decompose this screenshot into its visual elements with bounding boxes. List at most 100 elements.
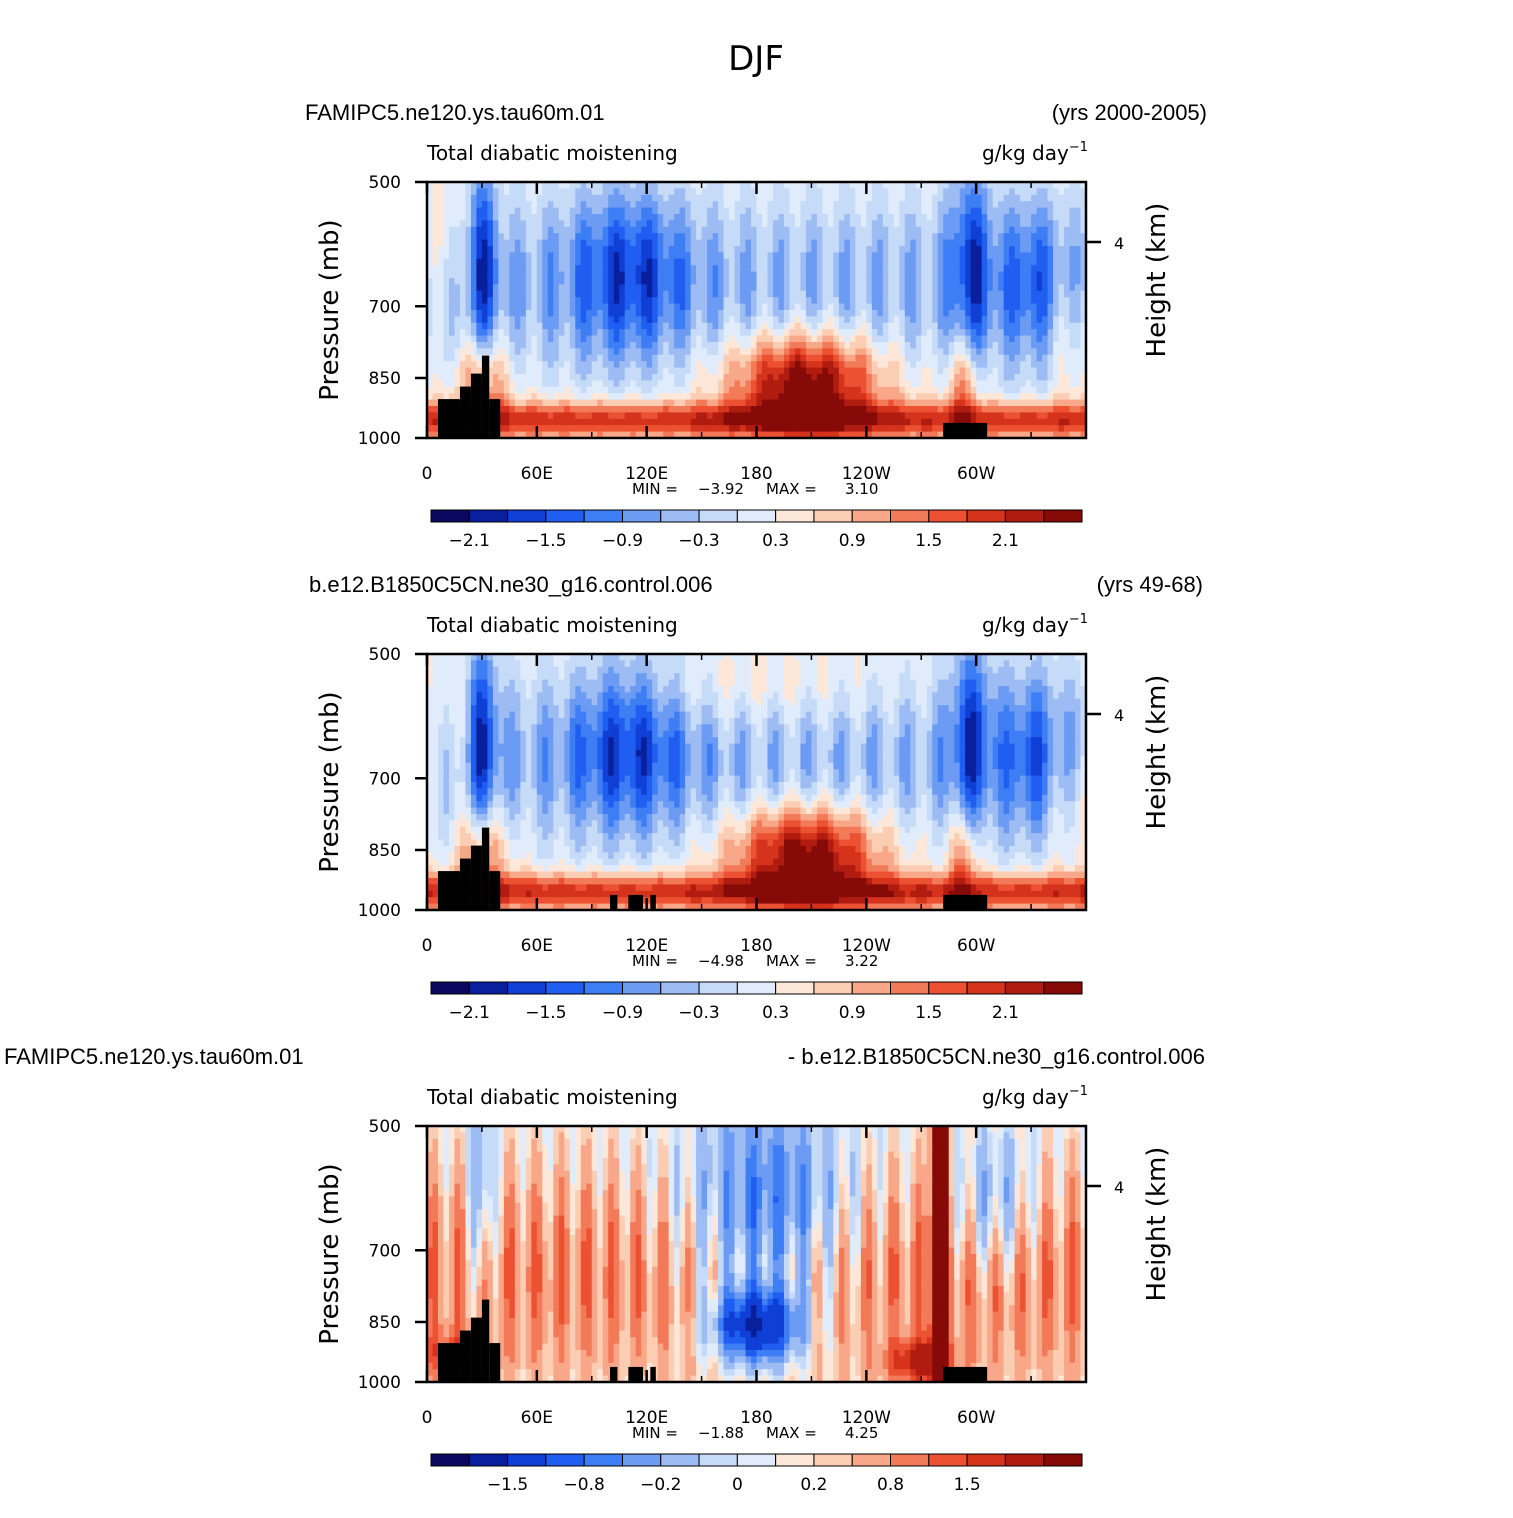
field-cell [647,387,653,394]
field-cell [894,259,900,266]
field-cell [998,195,1004,202]
field-cell [1048,419,1054,426]
field-cell [586,214,592,221]
field-cell [614,227,620,234]
field-cell [498,355,504,362]
field-cell [735,329,741,336]
field-cell [982,368,988,375]
field-cell [680,329,686,336]
field-cell [778,227,784,234]
field-cell [778,406,784,413]
field-cell [608,284,614,291]
field-cell [987,425,993,432]
field-cell [866,342,872,349]
field-cell [1037,220,1043,227]
field-cell [916,342,922,349]
field-cell [636,233,642,240]
field-cell [460,195,466,202]
field-cell [1064,252,1070,259]
field-cell [1026,304,1032,311]
field-cell [861,291,867,298]
field-cell [916,278,922,285]
field-cell [740,195,746,202]
field-cell [811,393,817,400]
field-cell [702,323,708,330]
field-cell [454,272,460,279]
field-cell [839,355,845,362]
field-cell [685,246,691,253]
field-cell [1015,297,1021,304]
field-cell [619,425,625,432]
field-cell [943,323,949,330]
field-cell [1031,291,1037,298]
field-cell [586,329,592,336]
field-cell [520,284,526,291]
field-cell [504,361,510,368]
field-cell [630,310,636,317]
field-cell [982,297,988,304]
field-cell [954,214,960,221]
field-cell [735,304,741,311]
field-cell [625,361,631,368]
field-cell [564,201,570,208]
field-cell [822,368,828,375]
field-cell [932,227,938,234]
field-cell [614,336,620,343]
field-cell [1048,233,1054,240]
field-cell [877,220,883,227]
field-cell [443,310,449,317]
field-cell [476,278,482,285]
field-cell [1042,278,1048,285]
field-cell [575,208,581,215]
field-cell [1009,329,1015,336]
field-cell [938,380,944,387]
field-cell [833,291,839,298]
field-cell [1015,361,1021,368]
field-cell [526,233,532,240]
field-cell [438,368,444,375]
field-cell [921,284,927,291]
field-cell [586,387,592,394]
field-cell [1015,233,1021,240]
field-cell [778,412,784,419]
field-cell [614,188,620,195]
field-cell [1037,252,1043,259]
field-cell [746,240,752,247]
field-cell [509,419,515,426]
field-cell [932,400,938,407]
field-cell [960,227,966,234]
field-cell [855,336,861,343]
field-cell [1020,355,1026,362]
field-cell [894,278,900,285]
field-cell [526,368,532,375]
field-cell [553,323,559,330]
field-cell [493,284,499,291]
field-cell [735,265,741,272]
field-cell [960,412,966,419]
field-cell [746,355,752,362]
field-cell [894,310,900,317]
field-cell [680,400,686,407]
field-cell [1037,412,1043,419]
field-cell [800,188,806,195]
field-cell [844,400,850,407]
field-cell [855,419,861,426]
field-cell [625,412,631,419]
field-cell [438,214,444,221]
field-cell [482,323,488,330]
field-cell [943,310,949,317]
field-cell [493,227,499,234]
field-cell [542,233,548,240]
field-cell [702,195,708,202]
field-cell [729,412,735,419]
field-cell [707,425,713,432]
field-cell [800,310,806,317]
field-cell [855,201,861,208]
field-cell [784,336,790,343]
field-cell [828,380,834,387]
field-cell [844,412,850,419]
field-cell [515,297,521,304]
field-cell [773,188,779,195]
field-cell [921,374,927,381]
field-cell [784,188,790,195]
